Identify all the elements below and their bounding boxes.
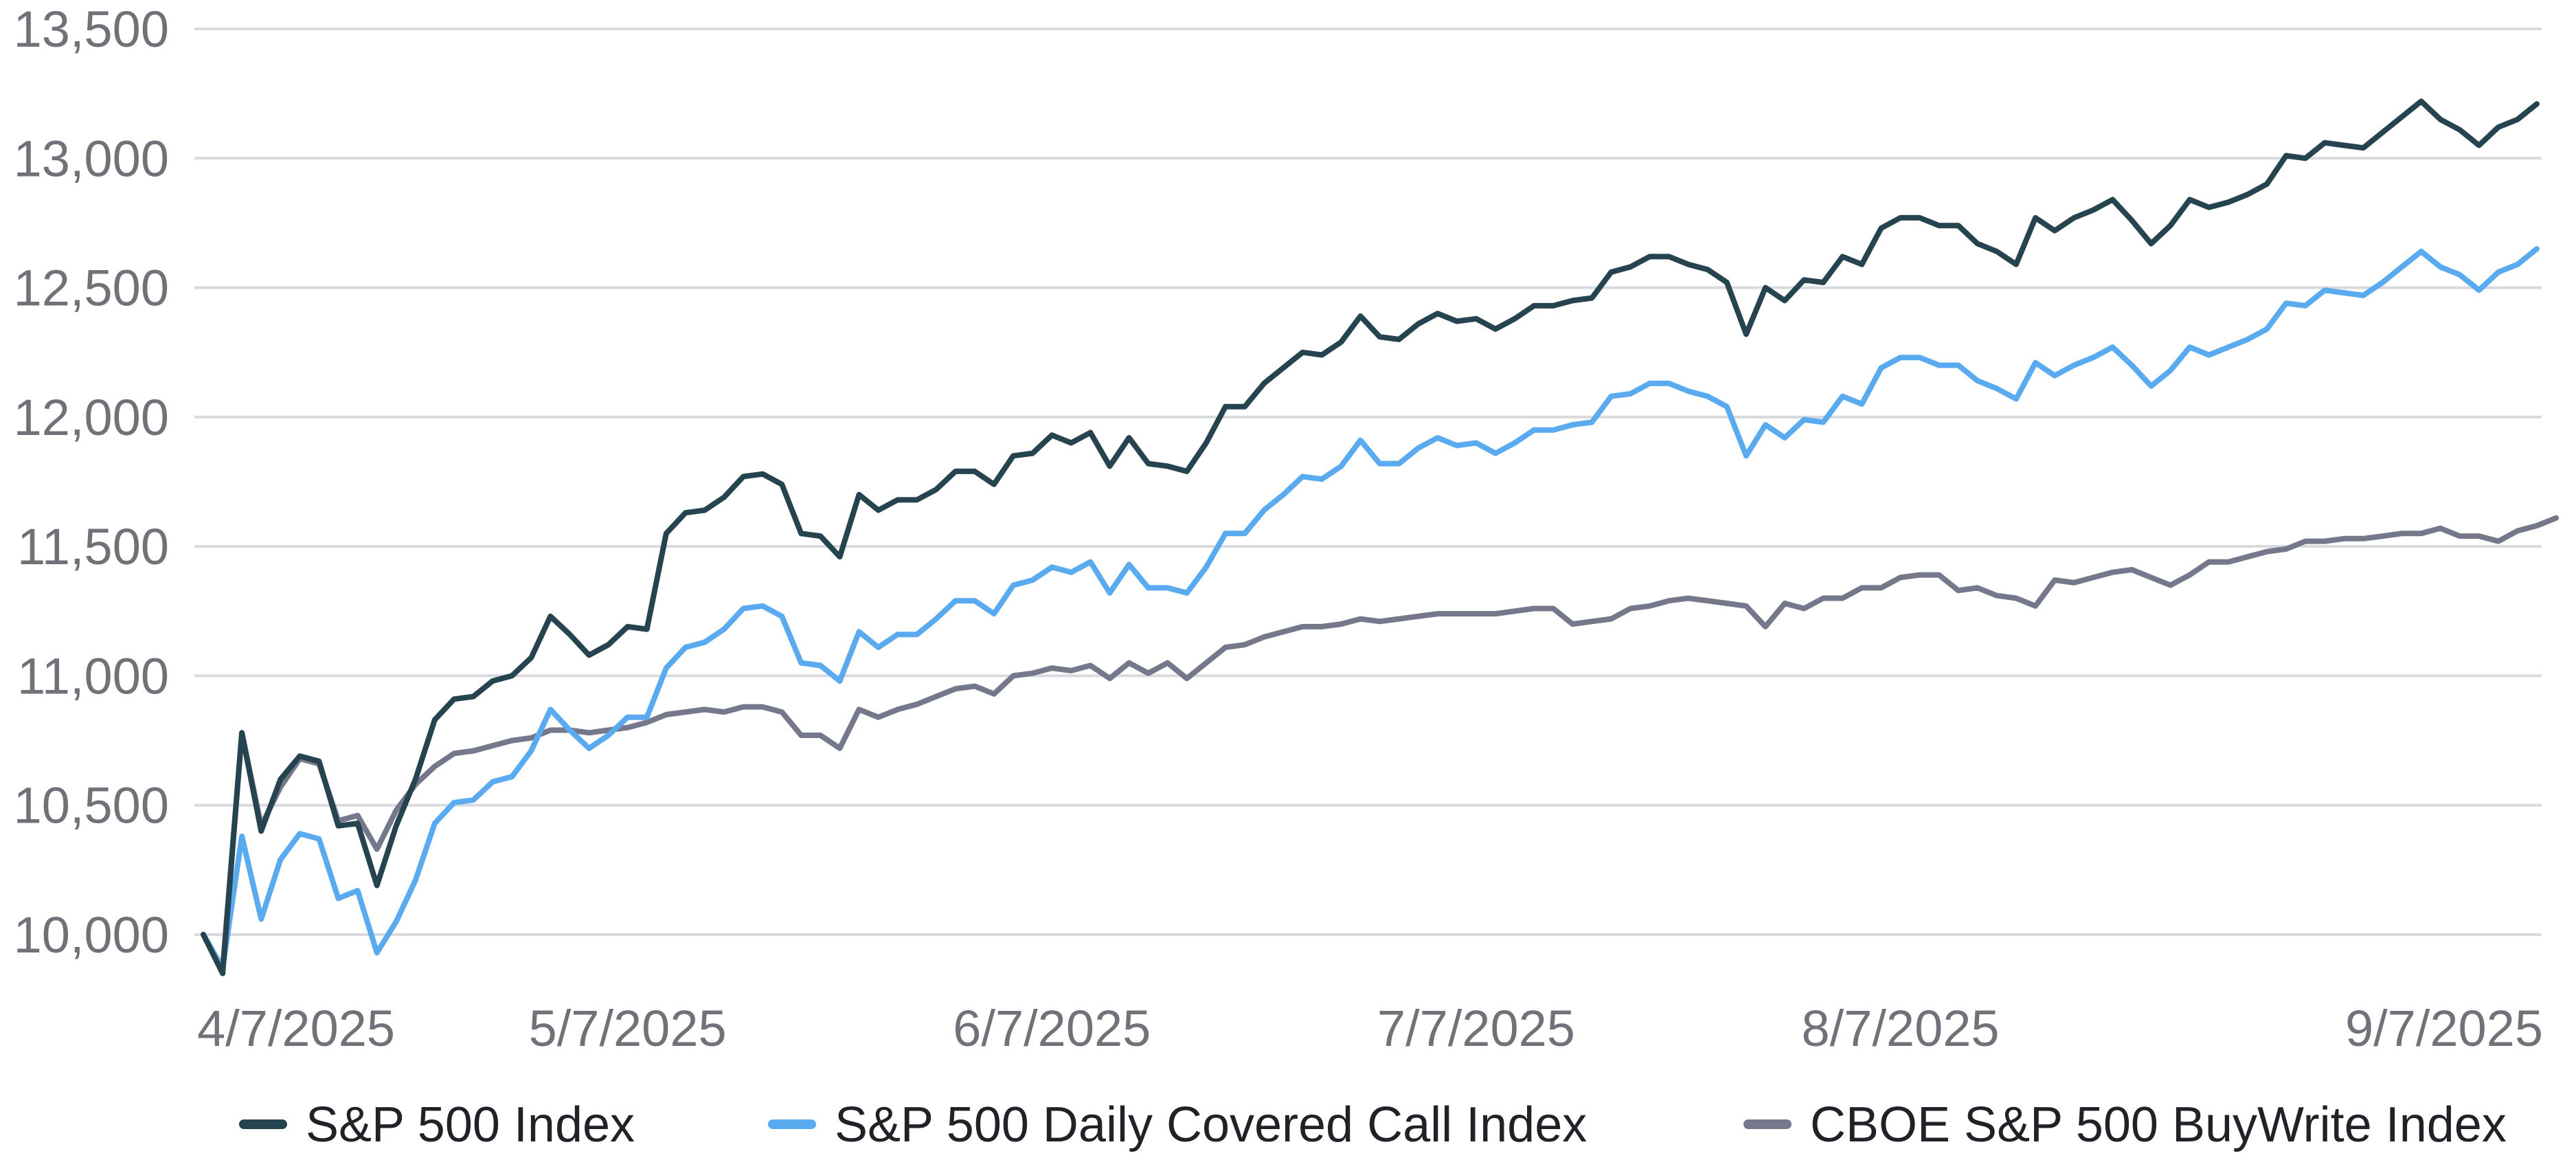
series-line-1 [201, 246, 2540, 971]
x-tick-label: 6/7/2025 [953, 1000, 1151, 1057]
y-tick-label: 11,500 [17, 518, 169, 575]
x-axis-tick-labels: 4/7/2025 5/7/2025 6/7/2025 7/7/2025 8/7/2025… [197, 1000, 2543, 1057]
x-tick-label: 8/7/2025 [1802, 1000, 2000, 1057]
x-tick-label: 5/7/2025 [529, 1000, 727, 1057]
x-tick-label: 9/7/2025 [2345, 1000, 2543, 1057]
legend-item: CBOE S&P 500 BuyWrite Index [1743, 1097, 2507, 1152]
series-lines [201, 98, 2560, 977]
series-line-2 [201, 515, 2560, 971]
y-tick-label: 12,500 [14, 260, 169, 317]
legend-item: S&P 500 Daily Covered Call Index [768, 1097, 1587, 1152]
y-tick-label: 10,500 [14, 777, 169, 834]
y-tick-label: 13,000 [14, 130, 169, 187]
legend: S&P 500 Index S&P 500 Daily Covered Call … [239, 1097, 2507, 1152]
series-line-0 [201, 98, 2540, 977]
x-tick-label: 7/7/2025 [1377, 1000, 1575, 1057]
x-tick-label: 4/7/2025 [197, 1000, 395, 1057]
legend-label: S&P 500 Daily Covered Call Index [835, 1097, 1587, 1152]
y-tick-label: 13,500 [14, 1, 169, 58]
legend-item: S&P 500 Index [239, 1097, 635, 1152]
legend-label: CBOE S&P 500 BuyWrite Index [1810, 1097, 2507, 1152]
legend-label: S&P 500 Index [306, 1097, 635, 1152]
y-axis-tick-labels: 13,500 13,000 12,500 12,000 11,500 11,000 10,5… [14, 1, 169, 963]
y-gridlines [194, 27, 2542, 936]
y-tick-label: 11,000 [17, 647, 169, 704]
y-tick-label: 10,000 [14, 906, 169, 963]
y-tick-label: 12,000 [14, 389, 169, 446]
